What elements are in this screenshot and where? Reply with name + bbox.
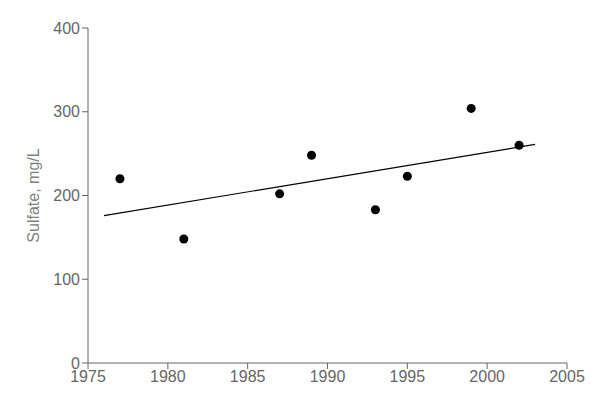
- svg-text:300: 300: [53, 103, 80, 120]
- svg-text:400: 400: [53, 20, 80, 37]
- svg-text:0: 0: [71, 355, 80, 372]
- svg-text:1985: 1985: [230, 368, 266, 385]
- svg-text:2000: 2000: [469, 368, 505, 385]
- svg-text:1975: 1975: [70, 368, 106, 386]
- svg-text:1995: 1995: [390, 368, 426, 385]
- svg-text:2005: 2005: [549, 368, 585, 385]
- svg-text:100: 100: [53, 271, 80, 288]
- svg-text:Sulfate, mg/L: Sulfate, mg/L: [25, 148, 42, 242]
- svg-text:1980: 1980: [150, 368, 186, 385]
- svg-text:1990: 1990: [310, 368, 346, 385]
- svg-text:200: 200: [53, 187, 80, 204]
